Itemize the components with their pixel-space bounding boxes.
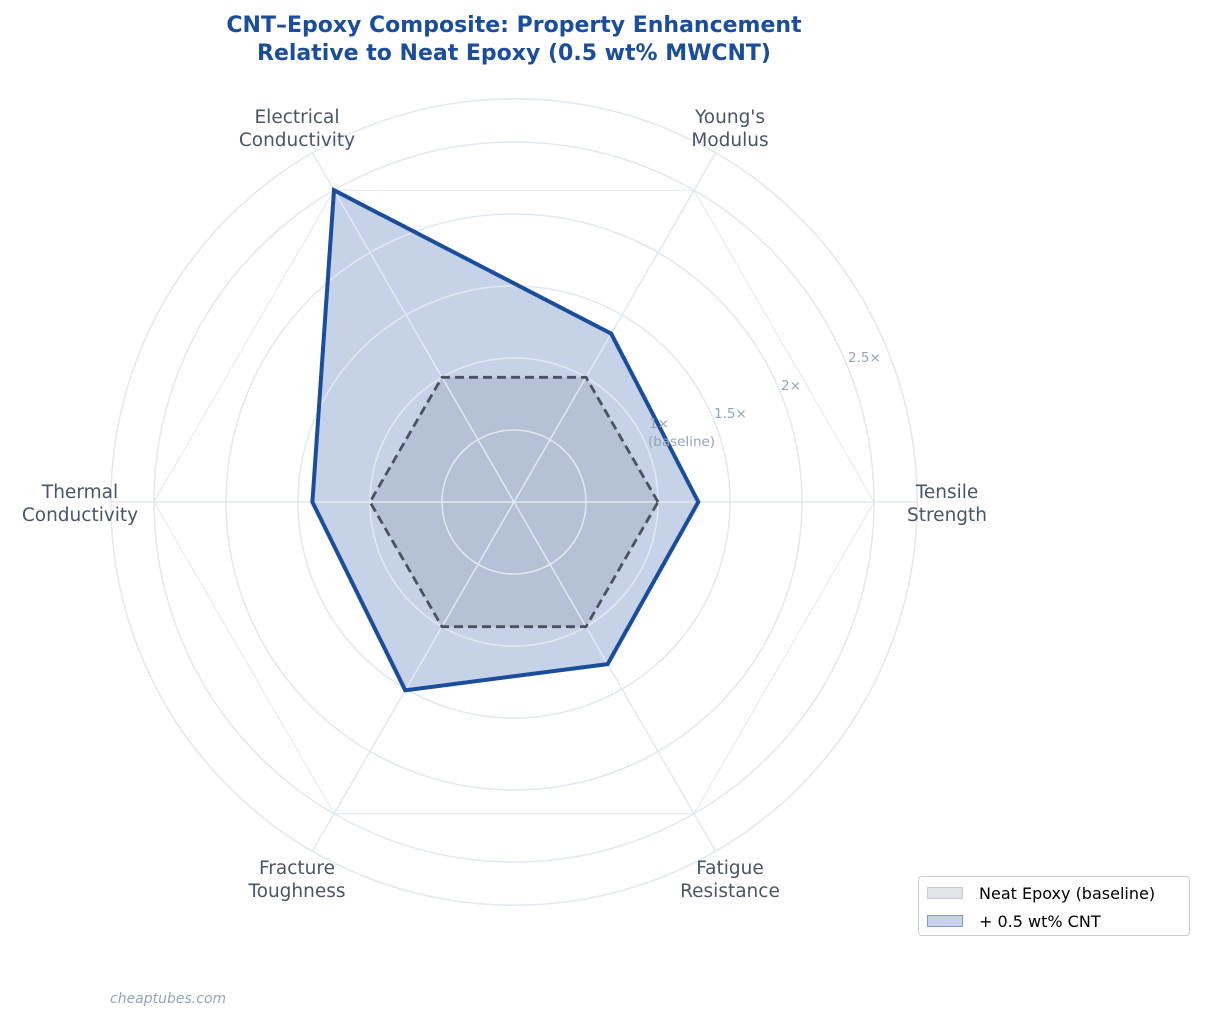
radial-tick-label: 2× [781,378,801,394]
axis-label-fracture-toughness: Fracture Toughness [247,858,345,902]
axis-label-fatigue-resistance: Fatigue Resistance [680,858,780,902]
legend-swatch-cnt [927,915,963,927]
radial-tick-label: 2.5× [848,350,881,366]
chart-title-line-2: Relative to Neat Epoxy (0.5 wt% MWCNT) [257,41,771,66]
radial-tick-labels: 1× 1.5× 2× 2.5× (baseline) [648,350,881,450]
axis-labels: Tensile Strength Young's Modulus Electrical C… [22,107,987,902]
baseline-outline [368,375,660,629]
grid-spoke [513,152,717,503]
axis-label-young-s-modulus: Young's Modulus [691,107,768,151]
legend-label-cnt: + 0.5 wt% CNT [979,911,1101,931]
grid-spoke [311,152,515,503]
grid-spoke [513,501,717,852]
legend-swatch-baseline [927,887,963,899]
legend: Neat Epoxy (baseline) + 0.5 wt% CNT [918,876,1190,936]
radial-tick-label: 1.5× [714,406,747,422]
legend-label-baseline: Neat Epoxy (baseline) [979,883,1156,903]
baseline-annotation: (baseline) [648,434,715,450]
chart-title-line-1: CNT–Epoxy Composite: Property Enhancemen… [226,13,802,38]
watermark: cheaptubes.com [110,991,227,1007]
legend-item-cnt: + 0.5 wt% CNT [927,910,1101,932]
axis-label-tensile-strength: Tensile Strength [907,482,987,526]
grid-spoke [311,501,515,852]
cnt-outline [310,187,701,693]
radial-tick-label: 1× [649,416,669,432]
radar-grid-overlay [110,141,918,863]
axis-label-thermal-conductivity: Thermal Conductivity [22,482,138,526]
legend-item-baseline: Neat Epoxy (baseline) [927,882,1155,904]
axis-label-electrical-conductivity: Electrical Conductivity [239,107,355,151]
